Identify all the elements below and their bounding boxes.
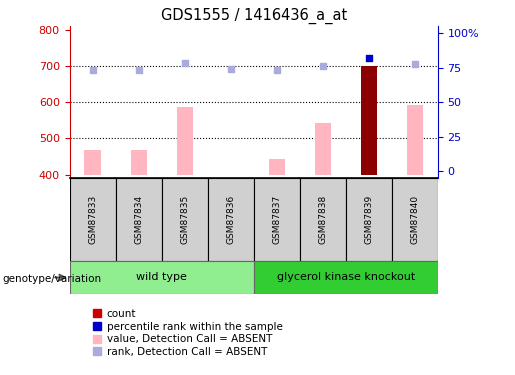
Text: wild type: wild type — [136, 273, 187, 282]
Bar — [84, 150, 100, 174]
Bar — [300, 178, 346, 261]
Text: GSM87834: GSM87834 — [134, 195, 143, 244]
Legend: count, percentile rank within the sample, value, Detection Call = ABSENT, rank, : count, percentile rank within the sample… — [93, 309, 282, 357]
Bar — [70, 178, 115, 261]
Text: genotype/variation: genotype/variation — [3, 274, 101, 284]
Bar — [392, 178, 438, 261]
Bar — [407, 105, 423, 174]
Bar — [346, 178, 392, 261]
Text: GSM87839: GSM87839 — [364, 195, 373, 244]
Bar — [269, 159, 285, 174]
Point — [365, 55, 373, 61]
Point — [227, 66, 235, 72]
Bar — [253, 178, 300, 261]
Text: GSM87835: GSM87835 — [180, 195, 189, 244]
Bar — [70, 261, 253, 294]
Text: glycerol kinase knockout: glycerol kinase knockout — [277, 273, 415, 282]
Text: GSM87838: GSM87838 — [318, 195, 327, 244]
Point — [319, 63, 327, 69]
Bar — [360, 66, 377, 174]
Bar — [253, 261, 438, 294]
Point — [410, 61, 419, 67]
Bar — [115, 178, 162, 261]
Bar — [162, 178, 208, 261]
Point — [89, 67, 97, 73]
Bar — [208, 178, 253, 261]
Bar — [177, 106, 193, 174]
Text: GSM87840: GSM87840 — [410, 195, 419, 244]
Text: GSM87836: GSM87836 — [226, 195, 235, 244]
Point — [272, 68, 281, 74]
Point — [180, 60, 188, 66]
Text: GSM87833: GSM87833 — [88, 195, 97, 244]
Text: GSM87837: GSM87837 — [272, 195, 281, 244]
Bar — [130, 150, 147, 174]
Point — [134, 68, 143, 74]
Title: GDS1555 / 1416436_a_at: GDS1555 / 1416436_a_at — [161, 7, 347, 24]
Bar — [315, 123, 331, 174]
